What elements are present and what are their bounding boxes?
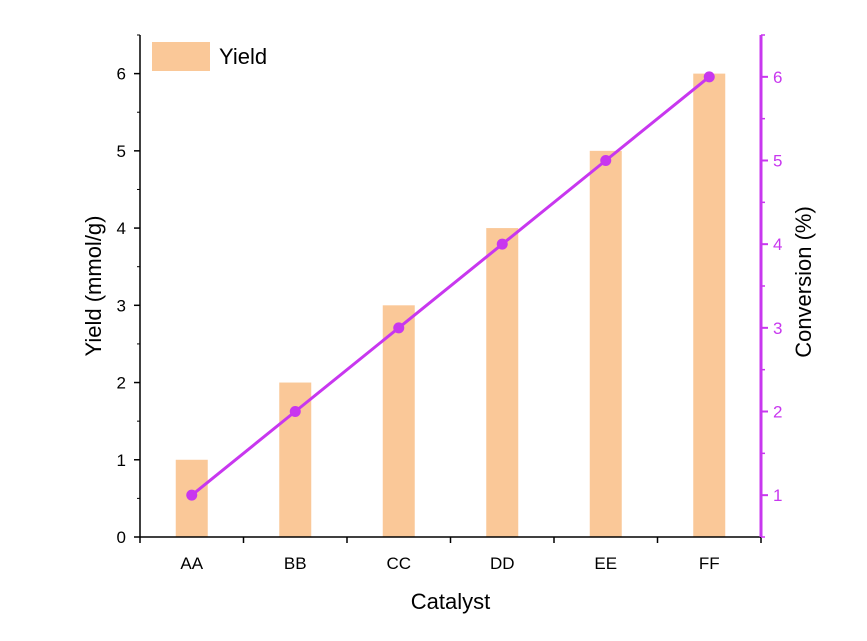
bar-ee [589, 150, 622, 537]
y-tick-label-right: 6 [773, 68, 782, 87]
y-tick-label-left: 5 [117, 142, 126, 161]
y-tick-label-right: 3 [773, 319, 782, 338]
bar-ff [693, 73, 726, 537]
y-axis-title-right: Conversion (%) [791, 206, 816, 358]
y-tick-label-right: 2 [773, 403, 782, 422]
conversion-point-cc [393, 322, 405, 334]
y-axis-title-left: Yield (mmol/g) [81, 216, 106, 357]
axes-layer: 0 1 2 3 4 5 6 AA BB CC DD EE FF 1 2 3 4 5 6 [117, 34, 782, 573]
x-tick-label-dd: DD [490, 554, 515, 573]
y-tick-label-left: 2 [117, 374, 126, 393]
legend: Yield [152, 42, 267, 71]
y-tick-label-left: 3 [117, 296, 126, 315]
y-tick-label-left: 6 [117, 65, 126, 84]
conversion-point-ee [600, 155, 612, 166]
conversion-point-ff [703, 71, 715, 83]
y-tick-label-right: 5 [773, 152, 782, 171]
x-axis-title: Catalyst [411, 589, 490, 614]
y-tick-label-right: 1 [773, 486, 782, 505]
y-tick-label-right: 4 [773, 235, 782, 254]
legend-label-yield: Yield [219, 44, 267, 69]
x-tick-label-ff: FF [699, 554, 720, 573]
y-tick-label-left: 1 [117, 451, 126, 470]
y-tick-label-left: 4 [117, 219, 126, 238]
bar-cc [382, 305, 415, 537]
legend-swatch-yield [152, 42, 210, 71]
x-tick-label-aa: AA [180, 554, 203, 573]
bar-dd [486, 228, 519, 538]
x-tick-label-bb: BB [284, 554, 307, 573]
y-tick-label-left: 0 [117, 528, 126, 547]
conversion-line [190, 75, 711, 497]
bar-bb [279, 382, 312, 537]
bars-layer [175, 73, 726, 538]
conversion-point-bb [289, 406, 301, 417]
conversion-point-aa [186, 489, 198, 501]
x-tick-label-ee: EE [594, 554, 617, 573]
conversion-line-layer [186, 71, 715, 501]
x-tick-label-cc: CC [386, 554, 411, 573]
conversion-point-dd [496, 238, 508, 250]
